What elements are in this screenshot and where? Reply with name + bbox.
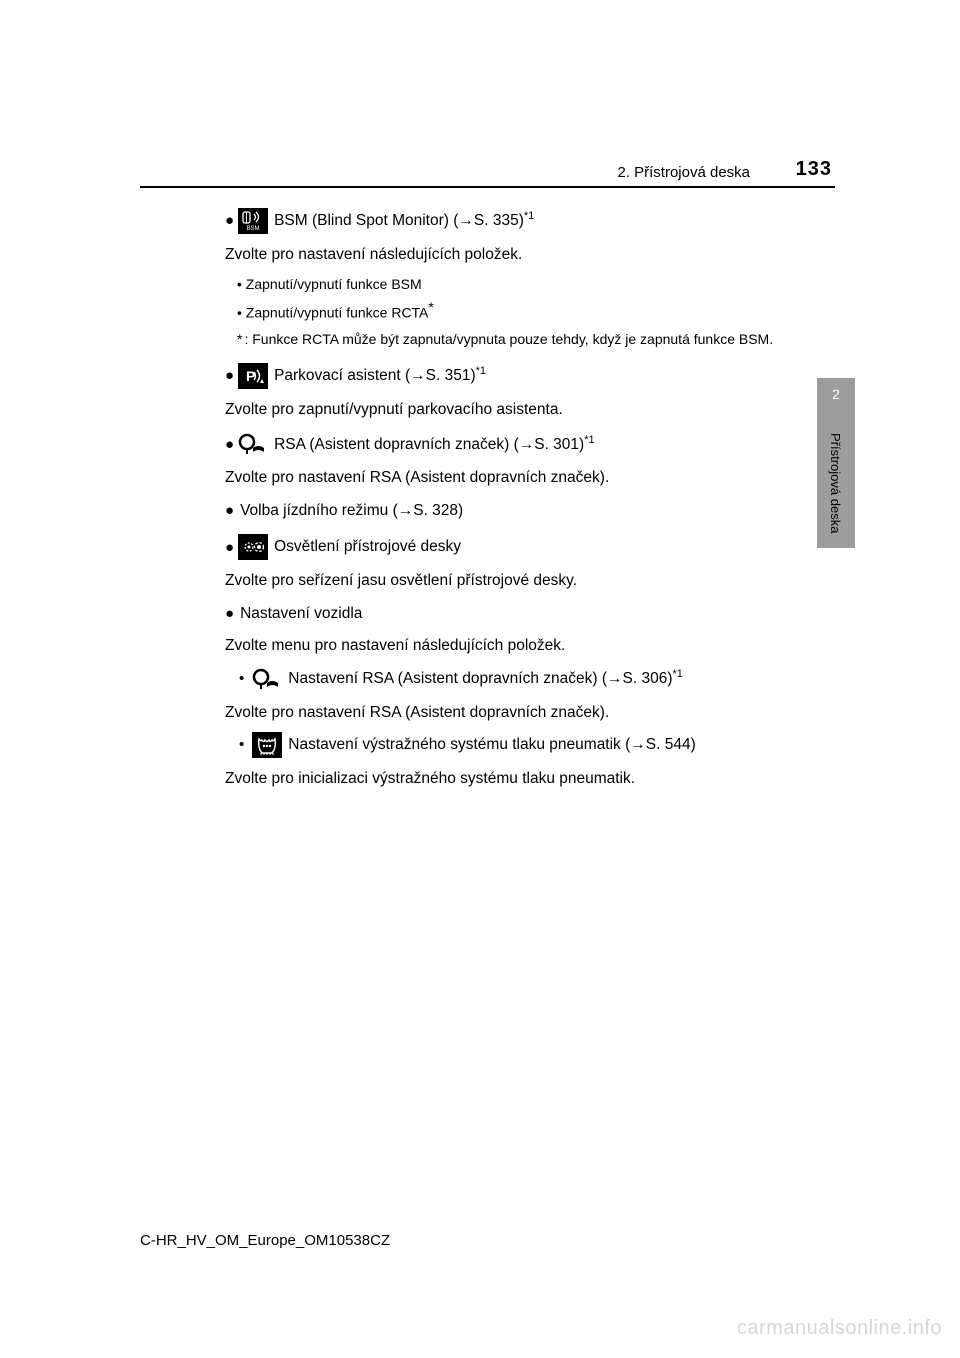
item-title: Volba jízdního režimu (→S. 328) <box>240 500 463 522</box>
header-rule <box>140 186 835 188</box>
bullet: ● <box>225 210 234 232</box>
setting-item-drive-mode: ● Volba jízdního režimu (→S. 328) <box>225 500 785 522</box>
sub-item-desc: Zvolte pro nastavení RSA (Asistent dopra… <box>225 702 785 724</box>
chapter-tab: 2 Přístrojová deska <box>817 378 855 548</box>
sub-bullet: • <box>239 734 244 756</box>
sub-bullet: • <box>239 668 244 690</box>
item-title: RSA (Asistent dopravních značek) (→S. 30… <box>274 433 595 457</box>
svg-text:BSM: BSM <box>247 226 260 232</box>
setting-item-rsa: ● RSA (Asistent dopravních značek) (→S. … <box>225 431 785 489</box>
section-title: 2. Přístrojová deska <box>617 164 750 181</box>
sub-item-title: Nastavení výstražného systému tlaku pneu… <box>288 734 696 756</box>
item-desc: Zvolte pro seřízení jasu osvětlení příst… <box>225 570 785 592</box>
document-id: C-HR_HV_OM_Europe_OM10538CZ <box>140 1232 390 1249</box>
page-content: ● BSM BSM (Blind Spot Monitor) (→S. 335)… <box>225 208 785 801</box>
page-number: 133 <box>796 158 832 181</box>
watermark: carmanualsonline.info <box>737 1317 942 1340</box>
parking-icon: P <box>238 363 268 389</box>
rsa-icon <box>252 666 282 692</box>
chapter-number: 2 <box>817 386 855 402</box>
sub-item: • Zapnutí/vypnutí funkce RCTA* <box>237 297 785 323</box>
item-title: Parkovací asistent (→S. 351)*1 <box>274 364 486 388</box>
setting-item-illumination: ● Osvětlení přístrojové desky Zvolte pro… <box>225 534 785 592</box>
bullet: ● <box>225 500 234 522</box>
sub-setting-tpms: • Nastavení výstražného systému tla <box>239 732 785 758</box>
tpms-icon <box>252 732 282 758</box>
item-title: Osvětlení přístrojové desky <box>274 536 461 558</box>
item-desc: Zvolte pro nastavení následujících polož… <box>225 244 785 266</box>
sub-item: • Zapnutí/vypnutí funkce BSM <box>237 274 785 294</box>
bullet: ● <box>225 434 234 456</box>
setting-item-bsm: ● BSM BSM (Blind Spot Monitor) (→S. 335)… <box>225 208 785 349</box>
bullet: ● <box>225 537 234 559</box>
manual-page: 2. Přístrojová deska 133 2 Přístrojová d… <box>0 0 960 1358</box>
bullet: ● <box>225 365 234 387</box>
item-desc: Zvolte menu pro nastavení následujících … <box>225 635 785 657</box>
sub-list: • Zapnutí/vypnutí funkce BSM • Zapnutí/v… <box>237 274 785 322</box>
light-icon <box>238 534 268 560</box>
sub-item-title: Nastavení RSA (Asistent dopravních znače… <box>288 667 683 691</box>
sub-setting-rsa: • Nastavení RSA (Asistent dopravních zna… <box>239 666 785 692</box>
bullet: ● <box>225 603 234 625</box>
item-desc: Zvolte pro zapnutí/vypnutí parkovacího a… <box>225 399 785 421</box>
setting-item-vehicle: ● Nastavení vozidla Zvolte menu pro nast… <box>225 603 785 791</box>
item-title: Nastavení vozidla <box>240 603 362 625</box>
svg-text:P: P <box>246 368 255 384</box>
rsa-icon <box>238 431 268 457</box>
bsm-icon: BSM <box>238 208 268 234</box>
chapter-label: Přístrojová deska <box>828 433 843 533</box>
setting-item-parking: ● P Parkovací asistent (→S. 351)*1 Zvolt… <box>225 363 785 421</box>
item-desc: Zvolte pro nastavení RSA (Asistent dopra… <box>225 467 785 489</box>
item-title: BSM (Blind Spot Monitor) (→S. 335)*1 <box>274 209 534 233</box>
sub-item-desc: Zvolte pro inicializaci výstražného syst… <box>225 768 785 790</box>
footnote: * : Funkce RCTA může být zapnuta/vypnuta… <box>237 329 785 349</box>
